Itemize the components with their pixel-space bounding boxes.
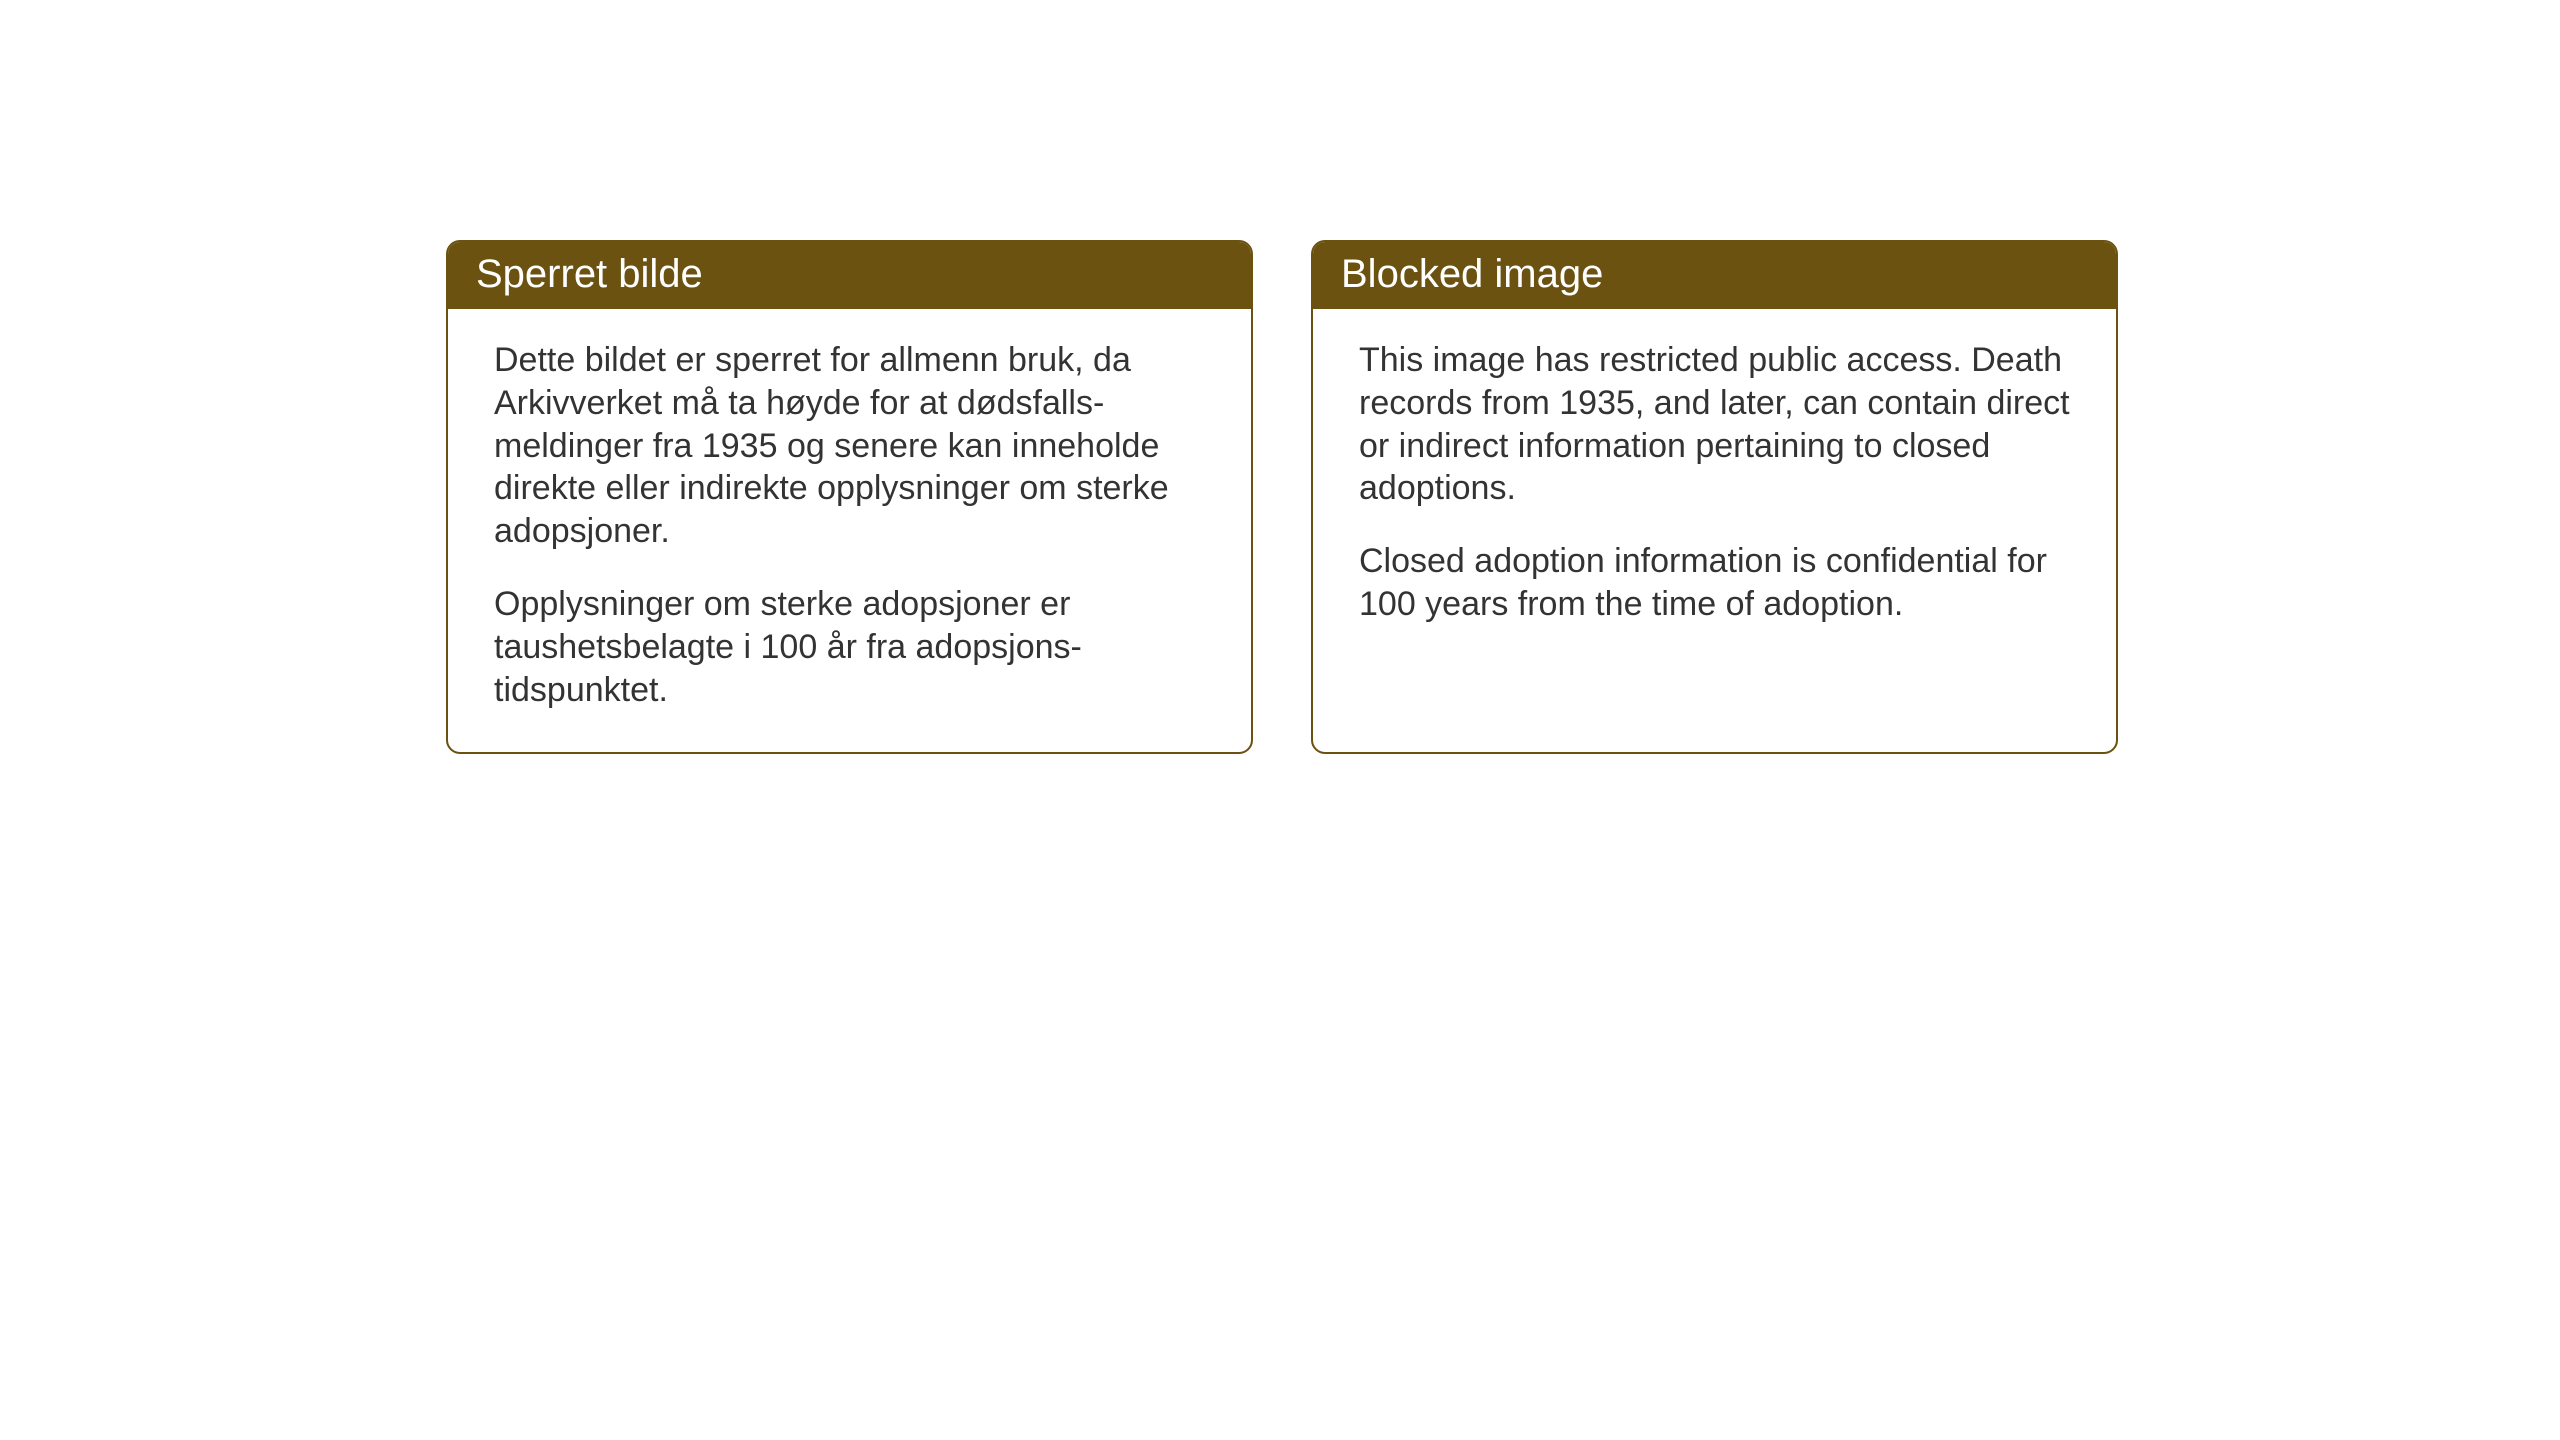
card-paragraph-english-2: Closed adoption information is confident… <box>1359 540 2070 626</box>
card-paragraph-norwegian-2: Opplysninger om sterke adopsjoner er tau… <box>494 583 1205 711</box>
card-body-norwegian: Dette bildet er sperret for allmenn bruk… <box>448 309 1251 752</box>
notice-card-norwegian: Sperret bilde Dette bildet er sperret fo… <box>446 240 1253 754</box>
notice-card-english: Blocked image This image has restricted … <box>1311 240 2118 754</box>
cards-container: Sperret bilde Dette bildet er sperret fo… <box>446 240 2118 754</box>
card-header-english: Blocked image <box>1313 242 2116 309</box>
card-title-norwegian: Sperret bilde <box>476 252 703 296</box>
card-header-norwegian: Sperret bilde <box>448 242 1251 309</box>
card-body-english: This image has restricted public access.… <box>1313 309 2116 666</box>
card-title-english: Blocked image <box>1341 252 1603 296</box>
card-paragraph-english-1: This image has restricted public access.… <box>1359 339 2070 510</box>
card-paragraph-norwegian-1: Dette bildet er sperret for allmenn bruk… <box>494 339 1205 553</box>
